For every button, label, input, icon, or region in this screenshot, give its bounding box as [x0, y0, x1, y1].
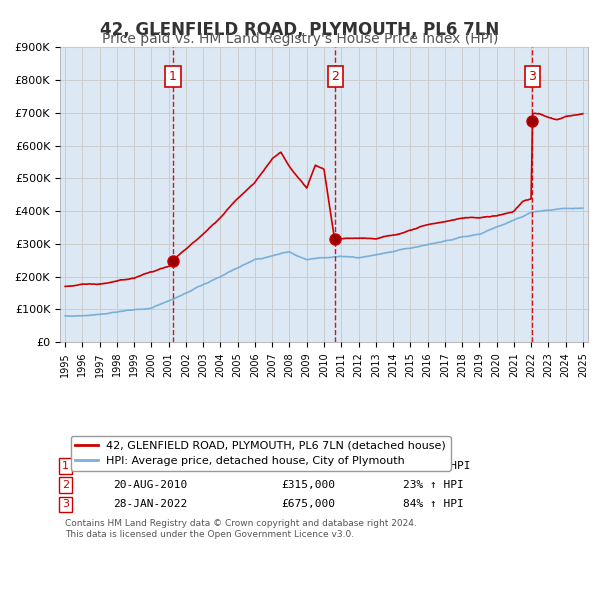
Text: 117% ↑ HPI: 117% ↑ HPI — [403, 461, 471, 471]
Text: 2: 2 — [62, 480, 69, 490]
Legend: 42, GLENFIELD ROAD, PLYMOUTH, PL6 7LN (detached house), HPI: Average price, deta: 42, GLENFIELD ROAD, PLYMOUTH, PL6 7LN (d… — [71, 436, 451, 471]
Text: 1: 1 — [169, 70, 177, 83]
Text: 3: 3 — [62, 500, 69, 509]
Text: 2: 2 — [331, 70, 339, 83]
Text: £315,000: £315,000 — [282, 480, 336, 490]
Text: 23% ↑ HPI: 23% ↑ HPI — [403, 480, 464, 490]
Text: 28-MAR-2001: 28-MAR-2001 — [113, 461, 187, 471]
Text: Price paid vs. HM Land Registry's House Price Index (HPI): Price paid vs. HM Land Registry's House … — [102, 32, 498, 47]
Text: Contains HM Land Registry data © Crown copyright and database right 2024.
This d: Contains HM Land Registry data © Crown c… — [65, 519, 417, 539]
Text: 28-JAN-2022: 28-JAN-2022 — [113, 500, 187, 509]
Text: 20-AUG-2010: 20-AUG-2010 — [113, 480, 187, 490]
Text: 3: 3 — [529, 70, 536, 83]
Text: 1: 1 — [62, 461, 69, 471]
Text: 84% ↑ HPI: 84% ↑ HPI — [403, 500, 464, 509]
Text: £675,000: £675,000 — [282, 500, 336, 509]
Text: 42, GLENFIELD ROAD, PLYMOUTH, PL6 7LN: 42, GLENFIELD ROAD, PLYMOUTH, PL6 7LN — [100, 21, 500, 39]
Text: £249,000: £249,000 — [282, 461, 336, 471]
